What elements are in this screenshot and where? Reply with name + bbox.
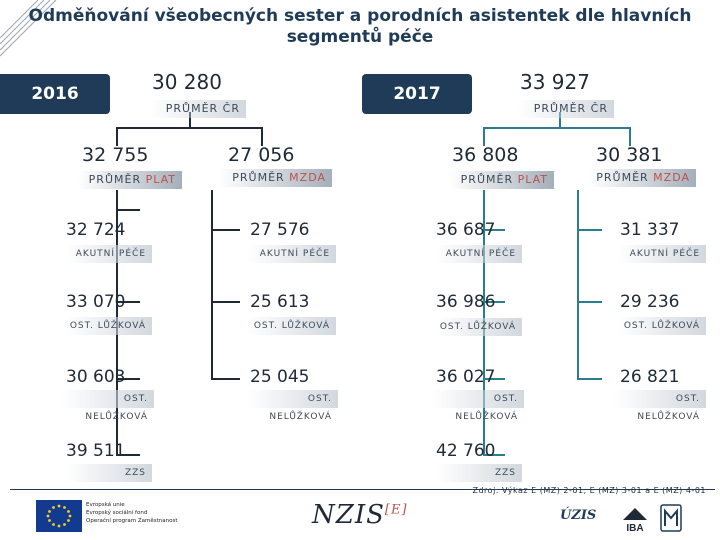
plat-item-value-2017-3: 36 027 [436,367,496,387]
plat-item-label-2016-1: AKUTNÍ PÉČE [66,245,152,263]
year-2016-badge: 2016 [0,74,110,114]
plat-item-value-2016-1: 32 724 [66,220,126,240]
uzis-logo: ÚZIS [560,508,597,523]
plat-item-value-2016-2: 33 070 [66,292,126,312]
mzda-item-label-2017-3: OST. NELŮŽKOVÁ [614,390,706,422]
avg-label-2017: PRŮMĚR ČR [518,100,614,118]
mzda-item-value-2017-1: 31 337 [620,220,680,240]
plat-item-label-2017-2: OST. LŮŽKOVÁ [436,318,522,336]
year-2017-badge: 2017 [362,74,472,114]
plat-value-2017: 36 808 [452,144,519,166]
nzis-logo: NZIS[E] [312,500,408,530]
mzda-item-value-2017-3: 26 821 [620,367,680,387]
eu-program-text: Evropská unie Evropský sociální fond Ope… [86,502,178,524]
avg-value-2017: 33 927 [520,70,590,94]
eu-stars-icon [46,504,72,528]
mzda-label-2017: PRŮMĚR MZDA [590,169,696,187]
mzda-item-value-2016-1: 27 576 [250,220,310,240]
tree-2017-mzda [577,229,602,380]
plat-item-value-2017-2: 36 986 [436,292,496,312]
plat-label-2017: PRŮMĚR PLAT [450,171,554,189]
plat-item-label-2017-4: ZZS [436,464,522,482]
mzda-item-value-2016-3: 25 045 [250,367,310,387]
plat-item-label-2016-3: OST. NELŮŽKOVÁ [62,390,154,422]
plat-item-value-2016-3: 30 603 [66,367,126,387]
iba-logo: IBA [623,508,647,534]
eu-flag-logo [36,500,82,532]
plat-item-value-2016-4: 39 511 [66,441,126,461]
mzda-value-2016: 27 056 [228,144,295,166]
footer-divider [10,489,715,490]
svg-text:IBA: IBA [626,523,643,534]
mzda-value-2017: 30 381 [596,144,663,166]
tree-2016-mzda [211,229,240,380]
plat-item-value-2017-1: 36 687 [436,220,496,240]
bracket-2017 [483,127,631,146]
mzda-item-label-2017-2: OST. LŮŽKOVÁ [618,317,706,335]
mzda-item-label-2016-1: AKUTNÍ PÉČE [248,245,336,263]
mzda-item-value-2016-2: 25 613 [250,292,310,312]
plat-item-label-2017-1: AKUTNÍ PÉČE [436,245,522,263]
mzda-item-label-2016-2: OST. LŮŽKOVÁ [248,317,336,335]
plat-item-label-2016-4: ZZS [66,464,152,482]
corner-decoration [0,0,57,57]
muni-logo [660,504,682,532]
plat-label-2016: PRŮMĚR PLAT [78,171,182,189]
mzda-item-label-2016-3: OST. NELŮŽKOVÁ [248,390,338,422]
avg-value-2016: 30 280 [152,70,222,94]
tree-2017-plat [483,229,505,456]
page-title: Odměňování všeobecných sester a porodníc… [28,6,692,47]
mzda-item-label-2017-1: AKUTNÍ PÉČE [618,245,706,263]
avg-label-2016: PRŮMĚR ČR [150,100,246,118]
plat-value-2016: 32 755 [82,144,149,166]
mzda-item-value-2017-2: 29 236 [620,292,680,312]
plat-item-label-2016-2: OST. LŮŽKOVÁ [66,317,152,335]
plat-item-value-2017-4: 42 760 [436,441,496,461]
plat-item-label-2017-3: OST. NELŮŽKOVÁ [432,390,524,422]
source-note: Zdroj: Výkaz E (MZ) 2-01, E (MZ) 3-01 a … [472,486,706,495]
mzda-label-2016: PRŮMĚR MZDA [220,169,332,187]
